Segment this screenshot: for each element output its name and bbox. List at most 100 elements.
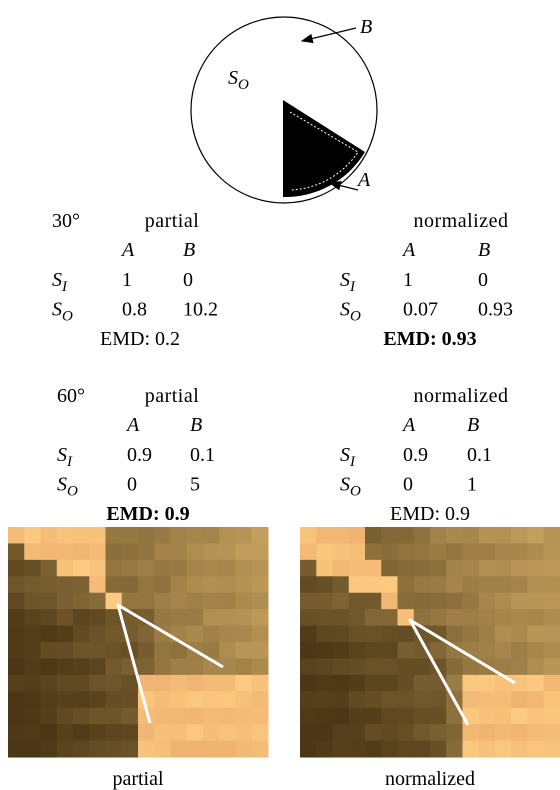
pixel xyxy=(381,691,398,708)
pixel xyxy=(365,626,382,643)
pixel xyxy=(528,741,545,758)
pixel xyxy=(316,543,333,560)
pixel xyxy=(430,708,447,725)
pixel xyxy=(154,708,171,725)
pixel xyxy=(187,560,204,577)
pixel xyxy=(73,691,90,708)
pixel xyxy=(24,691,41,708)
pixel xyxy=(414,593,431,610)
pixel xyxy=(122,527,139,544)
images xyxy=(8,527,560,758)
pixel xyxy=(73,642,90,659)
column-header: A xyxy=(401,414,416,436)
pixel xyxy=(219,675,236,692)
pixel xyxy=(479,593,496,610)
pixel xyxy=(154,658,171,675)
pixel xyxy=(138,626,155,643)
pixel xyxy=(106,543,123,560)
cell: 10.2 xyxy=(183,299,218,321)
pixel xyxy=(138,741,155,758)
pixel xyxy=(463,724,480,741)
pixel xyxy=(41,691,58,708)
pixel xyxy=(24,576,41,593)
pixel xyxy=(252,527,269,544)
pixel xyxy=(544,642,560,659)
pixel xyxy=(171,708,188,725)
pixel xyxy=(398,724,415,741)
pixel xyxy=(236,609,253,626)
pixel xyxy=(430,642,447,659)
pixel xyxy=(236,593,253,610)
row-label-main: S xyxy=(52,299,62,321)
cell: 0 xyxy=(127,474,137,496)
pixel xyxy=(252,560,269,577)
pixel xyxy=(106,642,123,659)
pixel xyxy=(398,626,415,643)
pixel xyxy=(463,543,480,560)
pixel xyxy=(73,708,90,725)
pixel xyxy=(511,642,528,659)
cell: 0 xyxy=(403,474,413,496)
column-header: B xyxy=(478,239,490,261)
pixel xyxy=(495,609,512,626)
cell: 0.93 xyxy=(478,299,513,321)
pixel xyxy=(398,691,415,708)
pixel xyxy=(219,560,236,577)
pixel xyxy=(154,576,171,593)
cell: 0 xyxy=(183,269,193,291)
pixel xyxy=(495,724,512,741)
pixel xyxy=(41,609,58,626)
pixel xyxy=(528,675,545,692)
row-label-main: S xyxy=(52,269,62,291)
pixel xyxy=(333,675,350,692)
row-label: SO xyxy=(52,299,73,325)
pixel xyxy=(528,708,545,725)
pixel xyxy=(171,741,188,758)
pixel xyxy=(122,708,139,725)
pixel xyxy=(154,724,171,741)
pixel xyxy=(463,675,480,692)
pixel xyxy=(41,560,58,577)
pixel xyxy=(41,658,58,675)
pixel xyxy=(203,527,220,544)
pixel xyxy=(8,708,25,725)
pixel xyxy=(495,593,512,610)
pixel xyxy=(57,576,74,593)
pixel xyxy=(8,543,25,560)
pixel xyxy=(430,543,447,560)
pixel xyxy=(414,675,431,692)
pixel xyxy=(171,658,188,675)
pixel xyxy=(544,626,560,643)
pixel xyxy=(57,609,74,626)
pixel xyxy=(316,724,333,741)
pixel xyxy=(544,527,560,544)
pixel xyxy=(495,543,512,560)
row-label-sub: O xyxy=(62,309,73,325)
pixel xyxy=(365,724,382,741)
pixel xyxy=(8,642,25,659)
pixel xyxy=(203,543,220,560)
pixel xyxy=(57,527,74,544)
pixel xyxy=(236,626,253,643)
pixel xyxy=(154,560,171,577)
pixel xyxy=(57,560,74,577)
pixel xyxy=(414,658,431,675)
label-s-i-sub: I xyxy=(307,142,314,158)
pixel xyxy=(57,593,74,610)
pixel xyxy=(398,658,415,675)
pixel xyxy=(446,576,463,593)
pixel xyxy=(381,675,398,692)
pixel xyxy=(138,527,155,544)
pixel xyxy=(73,527,90,544)
row-label: SI xyxy=(340,269,356,295)
pixel xyxy=(8,675,25,692)
pixel xyxy=(203,724,220,741)
pixel xyxy=(349,527,366,544)
pixel xyxy=(187,593,204,610)
pixel xyxy=(300,626,317,643)
pixel xyxy=(528,724,545,741)
pixel xyxy=(463,691,480,708)
pixel xyxy=(73,675,90,692)
pixel xyxy=(57,741,74,758)
cell: 1 xyxy=(467,474,477,496)
